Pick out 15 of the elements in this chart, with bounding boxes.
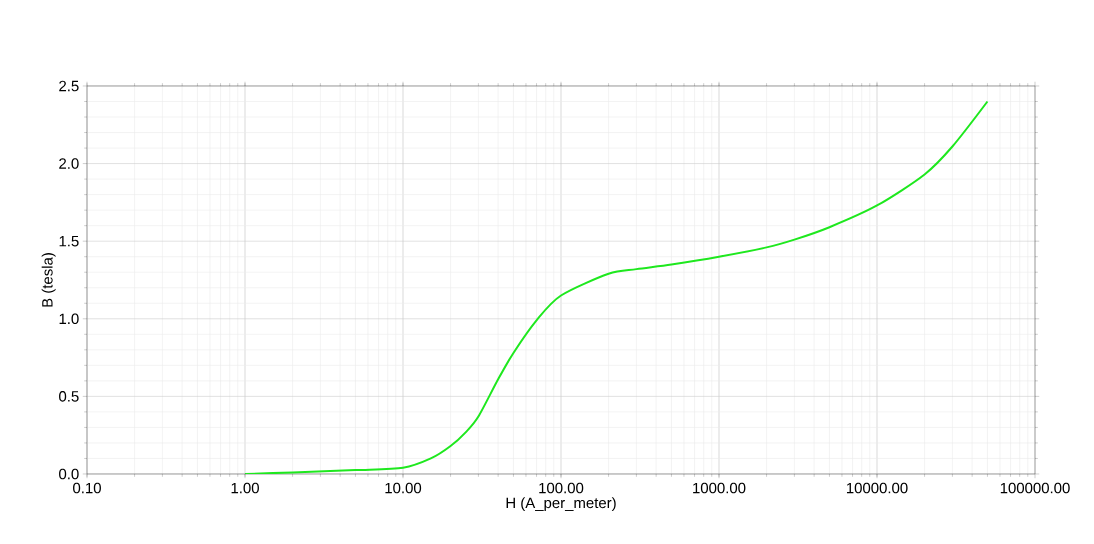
y-tick-label: 2.0 — [59, 158, 79, 169]
x-tick-label: 10000.00 — [846, 482, 908, 494]
x-tick-label: 10.00 — [385, 482, 422, 494]
y-tick-label: 1.5 — [59, 235, 79, 247]
y-tick-label: 1.0 — [59, 313, 79, 325]
x-tick-label: 100.00 — [539, 482, 584, 494]
y-tick-label: 2.5 — [59, 80, 79, 92]
x-axis-title: H (A_per_meter) — [506, 497, 616, 512]
x-tick-label: 1000.00 — [693, 482, 746, 494]
y-tick-label: 0.5 — [59, 391, 79, 402]
y-axis-title: B (tesla) — [41, 253, 56, 307]
x-tick-label: 1.00 — [231, 482, 259, 494]
y-tick-label: 0.0 — [59, 468, 79, 480]
x-tick-label: 100000.00 — [1000, 482, 1070, 494]
x-tick-label: 0.10 — [73, 482, 101, 494]
